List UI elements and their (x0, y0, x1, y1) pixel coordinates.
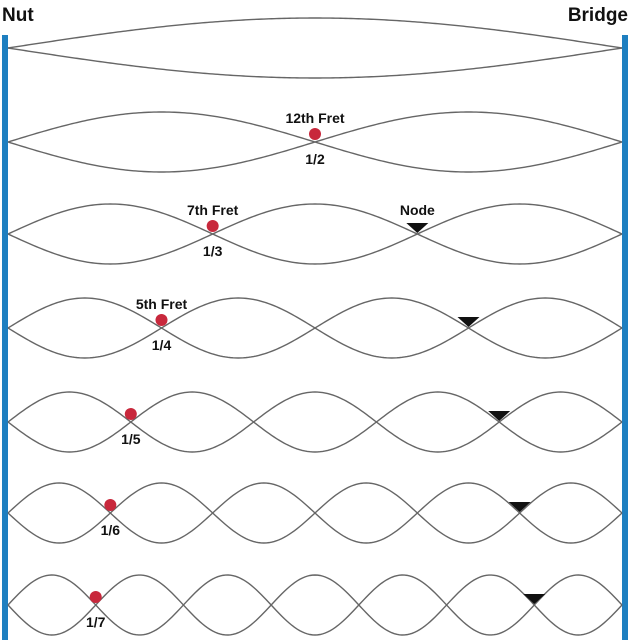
harmonic-row-6: 1/6 (7, 482, 623, 544)
harmonic-row-4: 1/4 5th Fret (7, 296, 623, 359)
string-wave-upper (7, 574, 623, 636)
fraction-label: 1/3 (203, 243, 223, 259)
string-wave-lower (7, 482, 623, 544)
harmonic-row-2: 1/2 12th Fret (7, 110, 623, 173)
string-wave-lower (7, 203, 623, 265)
string-wave-upper (7, 203, 623, 265)
nut-bar (2, 35, 8, 640)
bridge-bar (622, 35, 628, 640)
string-wave-lower (7, 111, 623, 173)
harmonic-row-3: 1/3 7th Fret Node (7, 202, 623, 265)
fraction-label: 1/6 (101, 522, 121, 538)
fret-dot (124, 408, 137, 420)
string-wave-lower (7, 297, 623, 359)
fret-dot (206, 220, 219, 232)
string-wave-lower (7, 391, 623, 453)
harmonic-row-1 (7, 17, 623, 79)
fret-label: 12th Fret (285, 110, 344, 126)
string-wave-upper (7, 391, 623, 453)
fraction-label: 1/7 (86, 614, 106, 630)
node-marker-icon (457, 317, 480, 327)
node-label: Node (400, 202, 435, 218)
fraction-label: 1/4 (152, 337, 172, 353)
harmonic-row-7: 1/7 (7, 574, 623, 636)
string-wave-lower (7, 17, 623, 49)
bridge-label: Bridge (568, 5, 628, 26)
fret-dot (104, 499, 117, 511)
string-wave-upper (7, 47, 623, 79)
harmonic-row-5: 1/5 (7, 391, 623, 453)
node-marker-icon (508, 502, 531, 512)
node-marker-icon (523, 594, 546, 604)
node-marker-icon (488, 411, 511, 421)
nut-label: Nut (2, 5, 34, 26)
fret-dot (155, 314, 168, 326)
fraction-label: 1/2 (305, 151, 325, 167)
string-wave-lower (7, 574, 623, 636)
fret-label: 5th Fret (136, 296, 188, 312)
fret-dot (309, 128, 321, 140)
fret-label: 7th Fret (187, 202, 239, 218)
fret-dot (89, 591, 102, 603)
node-marker-icon (406, 223, 429, 233)
fraction-label: 1/5 (121, 431, 141, 447)
